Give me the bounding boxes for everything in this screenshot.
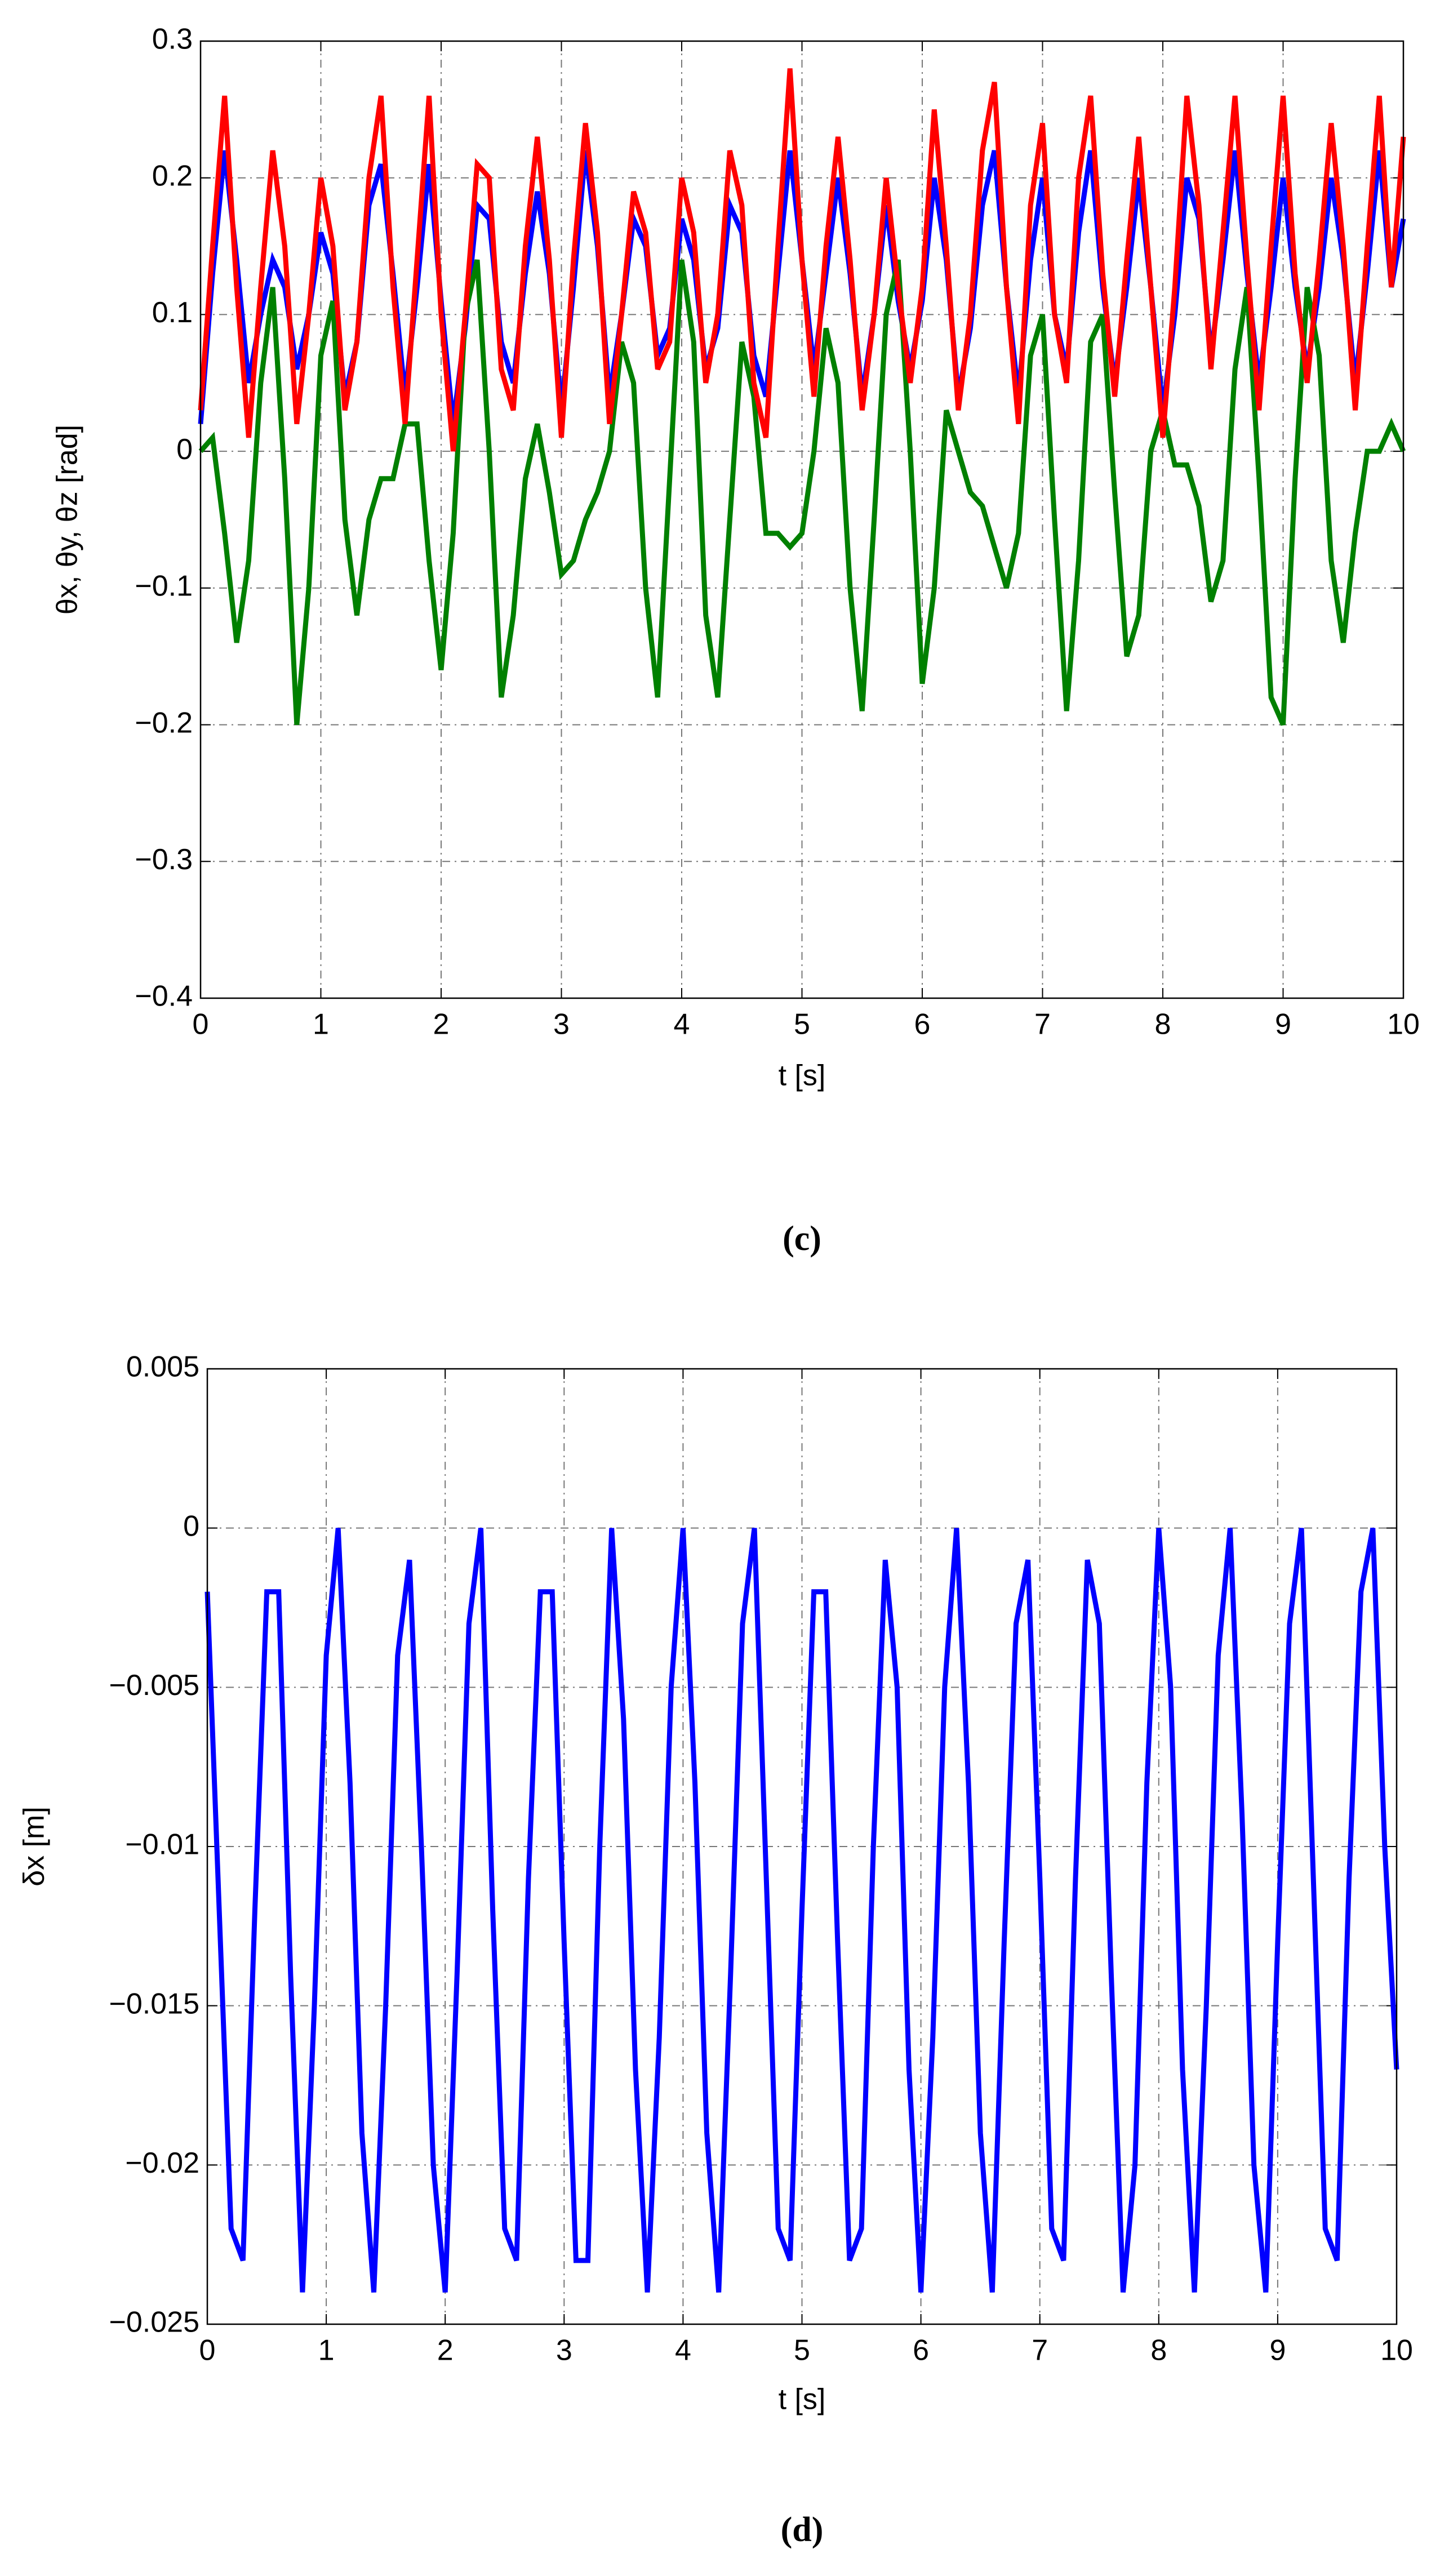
y-tick-label: −0.01 — [125, 1828, 199, 1861]
x-tick-label: 8 — [1150, 2334, 1167, 2367]
x-tick-label: 6 — [914, 1008, 931, 1041]
x-tick-label: 5 — [794, 2334, 810, 2367]
plot-frame — [199, 40, 1405, 999]
x-tick-label: 0 — [193, 1008, 209, 1041]
y-tick-label: 0 — [183, 1510, 199, 1542]
x-tick-label: 3 — [553, 1008, 570, 1041]
x-tick-label: 2 — [433, 1008, 450, 1041]
data-line — [198, 259, 1406, 726]
x-tick-label: 1 — [318, 2334, 335, 2367]
y-tick-label: −0.4 — [135, 980, 193, 1013]
data-line — [205, 1527, 1399, 2293]
y-tick-label: 0.2 — [152, 159, 193, 192]
y-tick-label: 0 — [176, 433, 193, 466]
x-tick-label: 9 — [1275, 1008, 1291, 1041]
y-tick-label: 0.005 — [126, 1351, 199, 1383]
x-tick-label: 6 — [913, 2334, 929, 2367]
x-tick-label: 3 — [556, 2334, 572, 2367]
plot-frame — [206, 1368, 1398, 2325]
x-tick-label: 4 — [675, 2334, 691, 2367]
y-tick-label: −0.005 — [109, 1669, 200, 1702]
x-axis-label: t [s] — [779, 1060, 826, 1092]
y-tick-label: −0.015 — [109, 1987, 200, 2020]
y-tick-label: 0.1 — [152, 296, 193, 329]
x-tick-label: 8 — [1155, 1008, 1171, 1041]
y-axis-label: θx, θy, θz [rad] — [51, 425, 84, 615]
caption: (c) — [783, 1220, 821, 1258]
y-tick-label: −0.1 — [135, 570, 193, 603]
y-tick-label: 0.3 — [152, 23, 193, 56]
y-tick-label: −0.025 — [109, 2306, 200, 2339]
x-tick-label: 10 — [1380, 2334, 1413, 2367]
y-tick-label: −0.02 — [125, 2147, 199, 2179]
x-tick-label: 5 — [794, 1008, 810, 1041]
x-tick-label: 7 — [1034, 1008, 1051, 1041]
x-tick-label: 4 — [674, 1008, 690, 1041]
x-tick-label: 1 — [313, 1008, 329, 1041]
x-tick-label: 10 — [1387, 1008, 1420, 1041]
y-axis-label: δx [m] — [18, 1807, 51, 1887]
x-tick-label: 0 — [199, 2334, 216, 2367]
data-line — [198, 68, 1406, 452]
x-tick-label: 9 — [1269, 2334, 1286, 2367]
x-axis-label: t [s] — [779, 2383, 826, 2416]
x-tick-label: 7 — [1032, 2334, 1048, 2367]
y-tick-label: −0.3 — [135, 843, 193, 876]
caption: (d) — [781, 2511, 824, 2549]
x-tick-label: 2 — [437, 2334, 454, 2367]
y-tick-label: −0.2 — [135, 706, 193, 739]
